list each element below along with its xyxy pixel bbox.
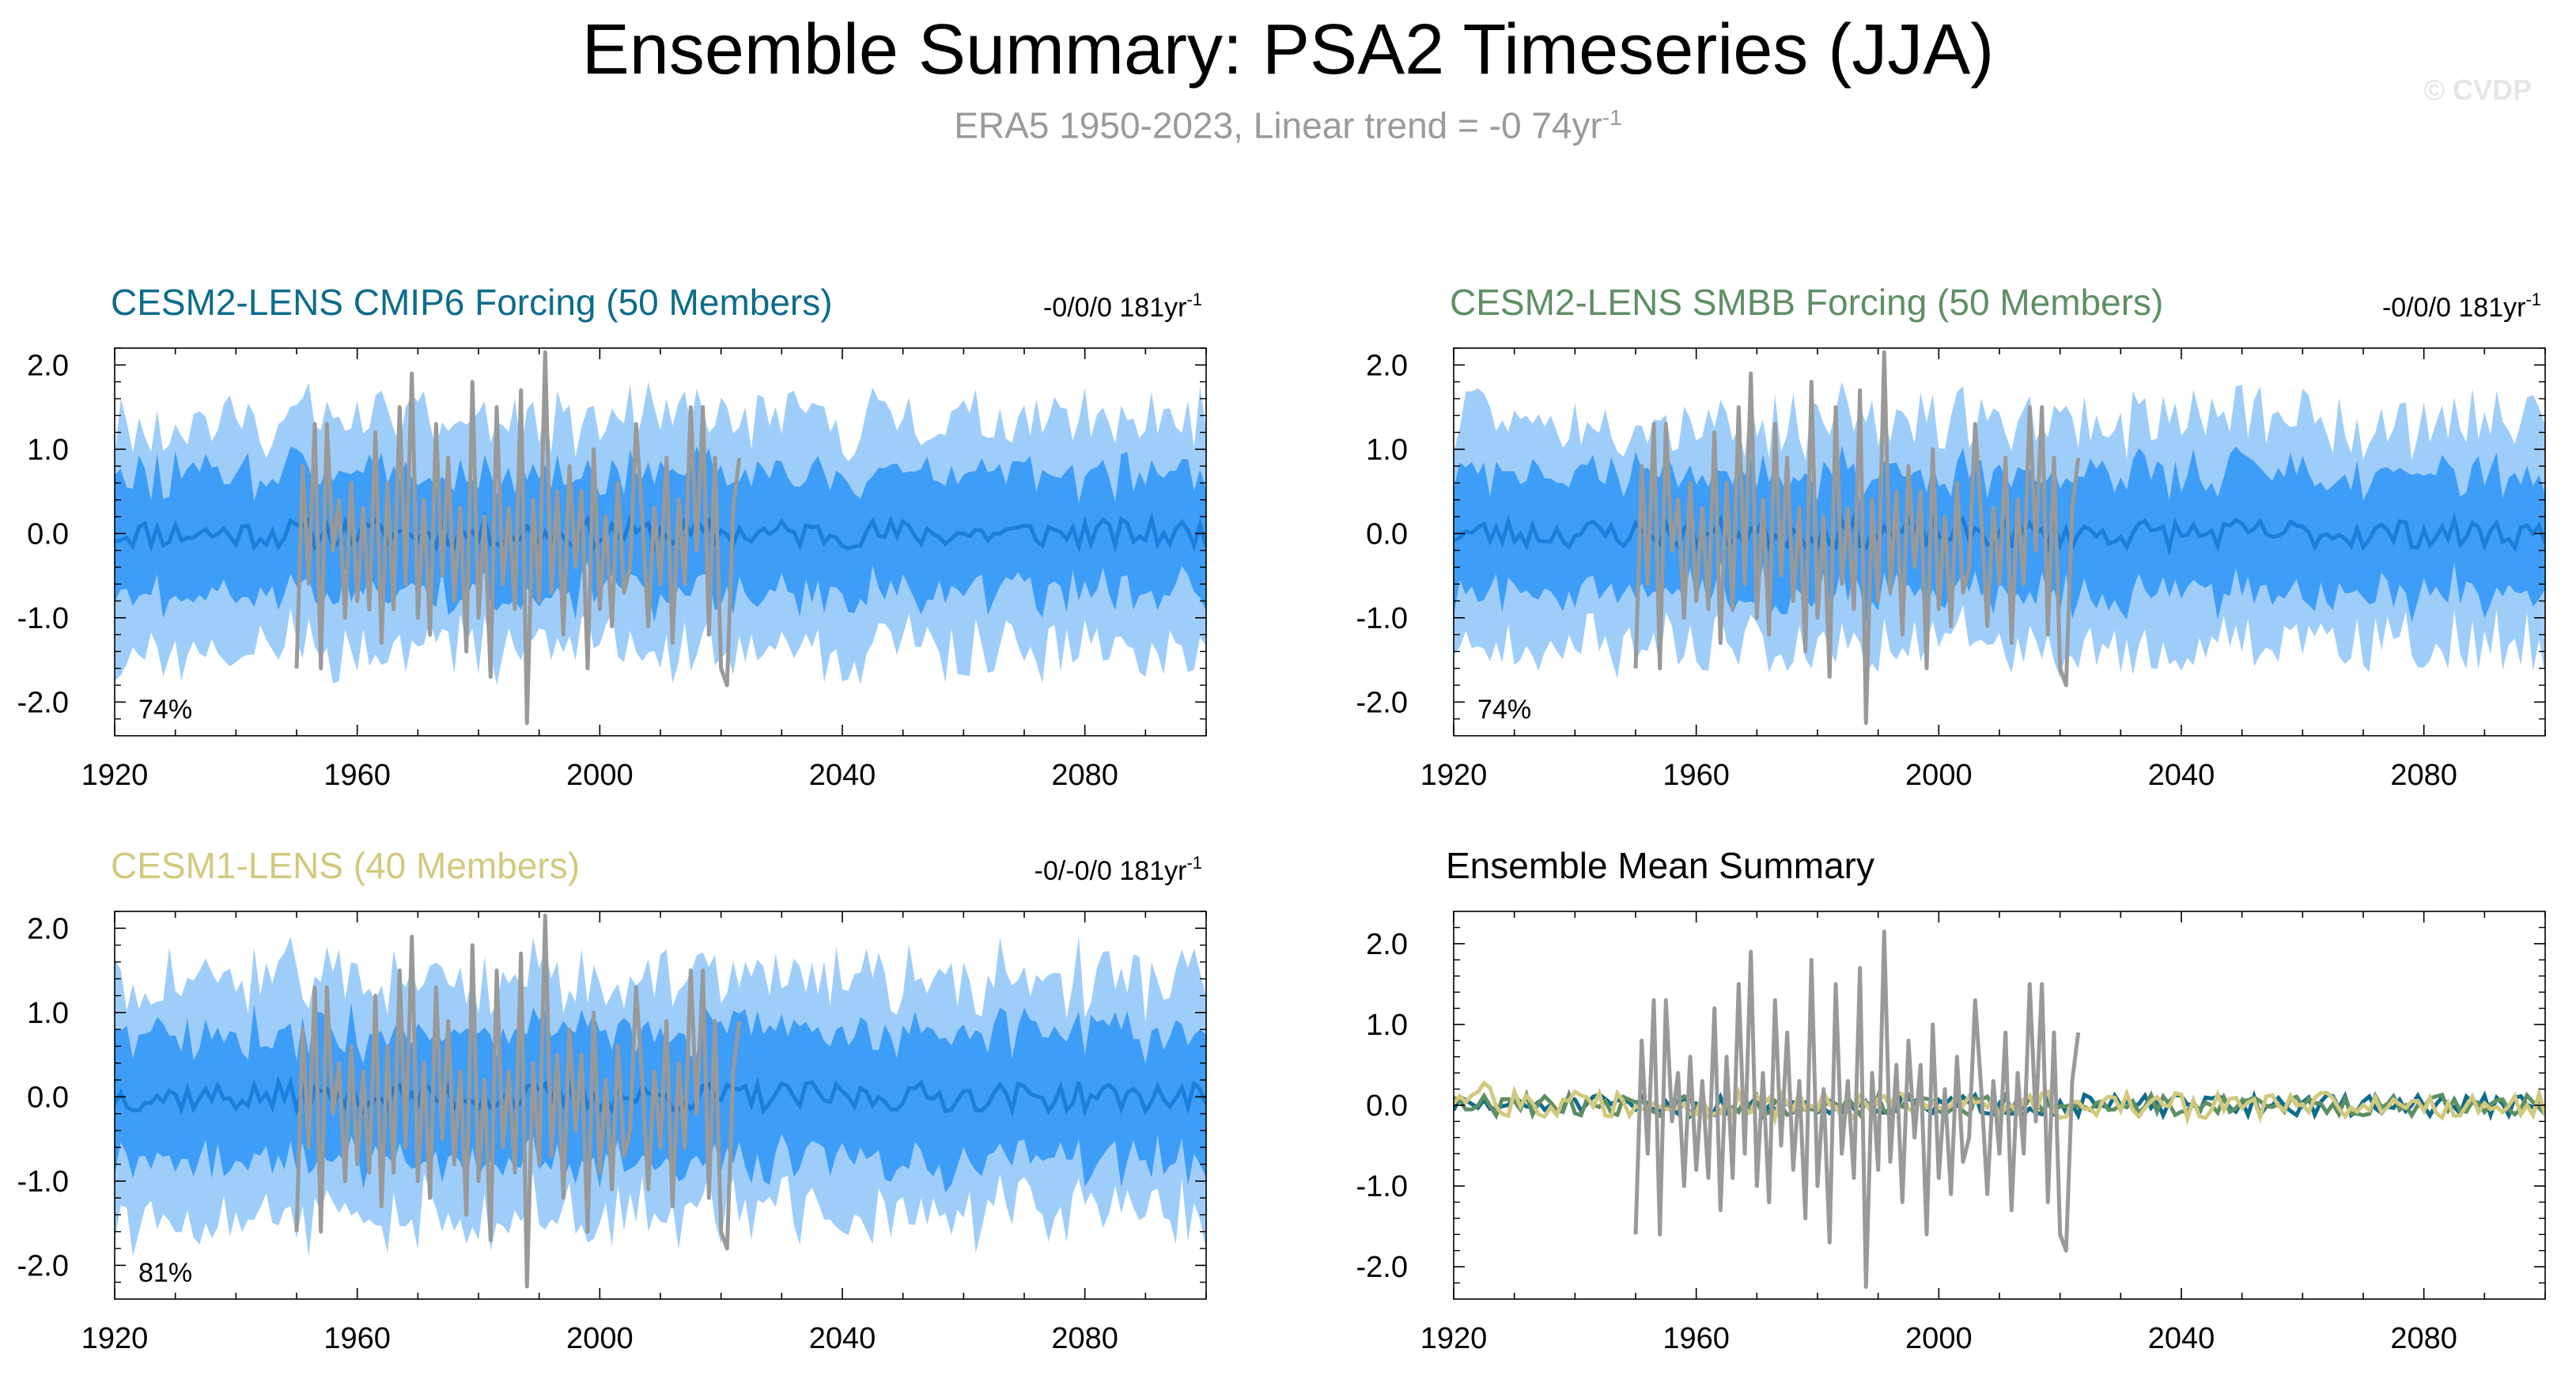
era5-obs-line [1633, 350, 2081, 725]
y-tick-label: 2.0 [27, 912, 69, 945]
y-tick-label: 1.0 [1366, 434, 1408, 467]
chart-panel-1: 1920 1960 2000 2040 2080 2.0 1.0 0.0 -1.0 -2.0 CES… [17, 282, 1207, 792]
x-tick-label: 2000 [566, 759, 634, 792]
y-tick-label: 1.0 [27, 997, 69, 1030]
panel-trend-label: -0/0/0 181yr-1 [2382, 290, 2541, 323]
y-tick-label: -2.0 [17, 1249, 69, 1282]
era5-obs-line [294, 913, 742, 1289]
chart-panel-3: 1920 1960 2000 2040 2080 2.0 1.0 0.0 -1.0 -2.0 CES… [17, 845, 1207, 1355]
trend-value: -0/-0/0 181yr [1035, 856, 1187, 886]
x-tick-label: 2080 [1051, 759, 1118, 792]
panel-trend-label: -0/0/0 181yr-1 [1043, 290, 1202, 323]
y-tick-label: 0.0 [1366, 517, 1408, 551]
y-tick-label: 0.0 [27, 1081, 69, 1114]
era5-obs-line [1633, 930, 2081, 1290]
panel-title: CESM2-LENS CMIP6 Forcing (50 Members) [111, 282, 833, 323]
subtitle-superscript: -1 [1602, 105, 1622, 130]
plot-area [1454, 350, 2545, 725]
y-tick-label: -1.0 [17, 1165, 69, 1199]
y-tick-label: 2.0 [1366, 349, 1408, 382]
x-tick-label: 2080 [2390, 1322, 2457, 1355]
x-tick-label: 1920 [1420, 759, 1488, 792]
trend-superscript: -1 [2525, 290, 2541, 309]
y-tick-label: 2.0 [27, 349, 69, 382]
subtitle: ERA5 1950-2023, Linear trend = -0 74yr-1 [0, 104, 2576, 146]
y-tick-label: -1.0 [1356, 1170, 1408, 1203]
x-tick-label: 1920 [81, 759, 149, 792]
y-tick-label: -1.0 [17, 602, 69, 635]
chart-panel-4: 1920 1960 2000 2040 2080 2.0 1.0 0.0 -1.0 -2.0 Ens… [1356, 845, 2546, 1355]
x-tick-label: 2040 [2148, 1322, 2215, 1355]
y-tick-label: 0.0 [27, 517, 69, 551]
x-tick-label: 2000 [1905, 759, 1973, 792]
trend-value: -0/0/0 181yr [1043, 293, 1186, 323]
era5-obs-line [294, 350, 742, 725]
x-tick-label: 1960 [1662, 759, 1730, 792]
x-tick-label: 1960 [323, 1322, 391, 1355]
panel-title: CESM2-LENS SMBB Forcing (50 Members) [1450, 282, 2163, 323]
x-tick-label: 2040 [809, 759, 876, 792]
x-tick-label: 2000 [566, 1322, 634, 1355]
trend-value: -0/0/0 181yr [2382, 293, 2525, 323]
ensemble-mean-line [115, 1075, 1206, 1119]
panel-trend-label: -0/-0/0 181yr-1 [1035, 853, 1202, 886]
x-tick-label: 2000 [1905, 1322, 1973, 1355]
x-tick-label: 1960 [1662, 1322, 1730, 1355]
y-tick-label: 1.0 [27, 434, 69, 467]
ensemble-mean-line [1454, 511, 2545, 556]
y-tick-label: -1.0 [1356, 602, 1408, 635]
y-tick-label: 2.0 [1366, 928, 1408, 961]
y-tick-label: -2.0 [1356, 686, 1408, 719]
panel-percent-label: 74% [138, 695, 192, 725]
x-tick-label: 1920 [1420, 1322, 1488, 1355]
panel-percent-label: 74% [1477, 695, 1531, 725]
watermark: © CVDP [2423, 74, 2532, 106]
x-tick-label: 2080 [1051, 1322, 1118, 1355]
y-tick-label: 0.0 [1366, 1089, 1408, 1123]
chart-panel-2: 1920 1960 2000 2040 2080 2.0 1.0 0.0 -1.0 -2.0 CES… [1356, 282, 2546, 792]
trend-superscript: -1 [1186, 290, 1202, 309]
y-tick-label: -2.0 [17, 686, 69, 719]
y-tick-label: -2.0 [1356, 1251, 1408, 1284]
x-tick-label: 1920 [81, 1322, 149, 1355]
plot-area [115, 913, 1206, 1289]
x-tick-label: 2080 [2390, 759, 2457, 792]
x-tick-label: 2040 [2148, 759, 2215, 792]
y-tick-label: 1.0 [1366, 1009, 1408, 1042]
plot-area [1454, 930, 2545, 1290]
x-tick-label: 1960 [323, 759, 391, 792]
subtitle-text: ERA5 1950-2023, Linear trend = -0 74yr [954, 104, 1602, 146]
panel-title: Ensemble Mean Summary [1446, 845, 1874, 886]
trend-superscript: -1 [1186, 853, 1202, 873]
panel-title: CESM1-LENS (40 Members) [111, 845, 580, 886]
plot-area [115, 350, 1206, 725]
panel-percent-label: 81% [138, 1258, 192, 1288]
ensemble-mean-line [115, 511, 1206, 555]
main-title: Ensemble Summary: PSA2 Timeseries (JJA) [581, 10, 1995, 89]
x-tick-label: 2040 [809, 1322, 876, 1355]
